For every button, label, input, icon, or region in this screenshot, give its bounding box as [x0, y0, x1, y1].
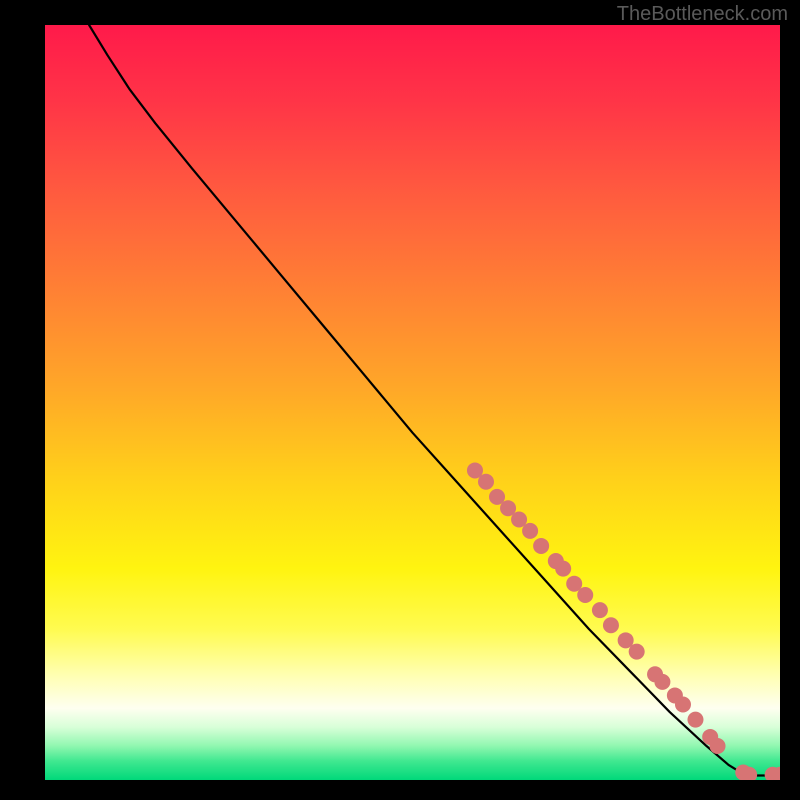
chart-marker	[533, 538, 549, 554]
chart-marker	[577, 587, 593, 603]
chart-marker	[687, 712, 703, 728]
watermark-text: TheBottleneck.com	[617, 3, 788, 26]
chart-marker	[675, 697, 691, 713]
chart-markers-group	[467, 462, 780, 780]
chart-marker	[478, 474, 494, 490]
chart-plot-area	[45, 25, 780, 780]
chart-marker	[592, 602, 608, 618]
chart-marker	[629, 644, 645, 660]
chart-svg-overlay	[45, 25, 780, 780]
chart-line	[89, 25, 780, 775]
chart-marker	[710, 738, 726, 754]
chart-marker	[603, 617, 619, 633]
chart-marker	[654, 674, 670, 690]
chart-marker	[522, 523, 538, 539]
chart-marker	[555, 561, 571, 577]
